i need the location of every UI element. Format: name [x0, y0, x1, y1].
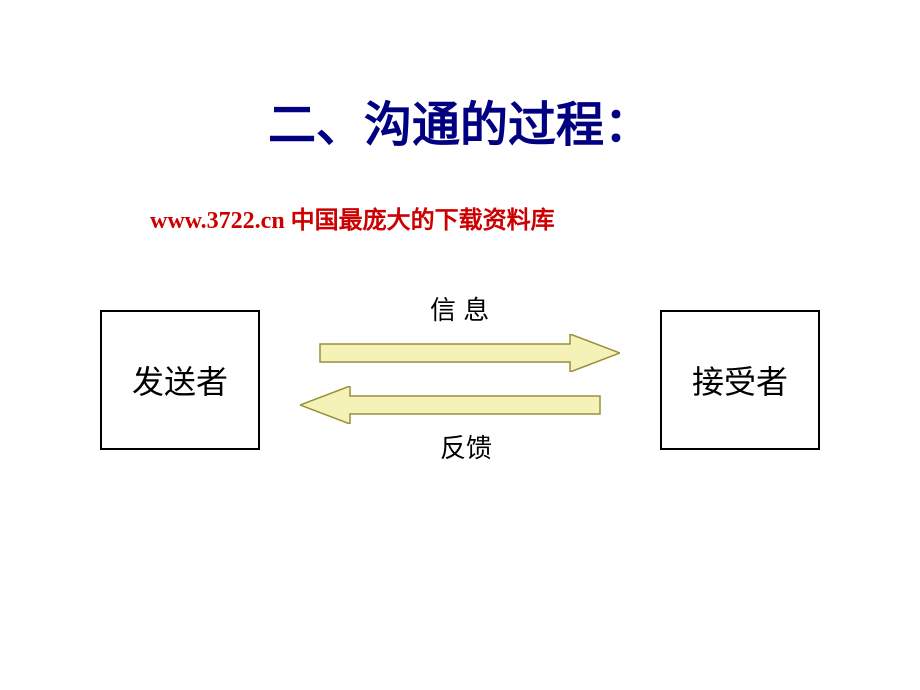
message-label: 信 息: [430, 290, 489, 327]
arrow-right-icon: [300, 334, 620, 377]
communication-diagram: 发送者 接受者 信 息 反馈: [100, 290, 820, 470]
receiver-node: 接受者: [660, 310, 820, 450]
feedback-label: 反馈: [440, 428, 492, 465]
sender-label: 发送者: [132, 357, 228, 403]
page-title: 二、沟通的过程：: [0, 85, 920, 155]
receiver-label: 接受者: [692, 357, 788, 403]
sender-node: 发送者: [100, 310, 260, 450]
arrow-left-icon: [300, 386, 620, 429]
subtitle-watermark: www.3722.cn 中国最庞大的下载资料库: [150, 200, 555, 235]
